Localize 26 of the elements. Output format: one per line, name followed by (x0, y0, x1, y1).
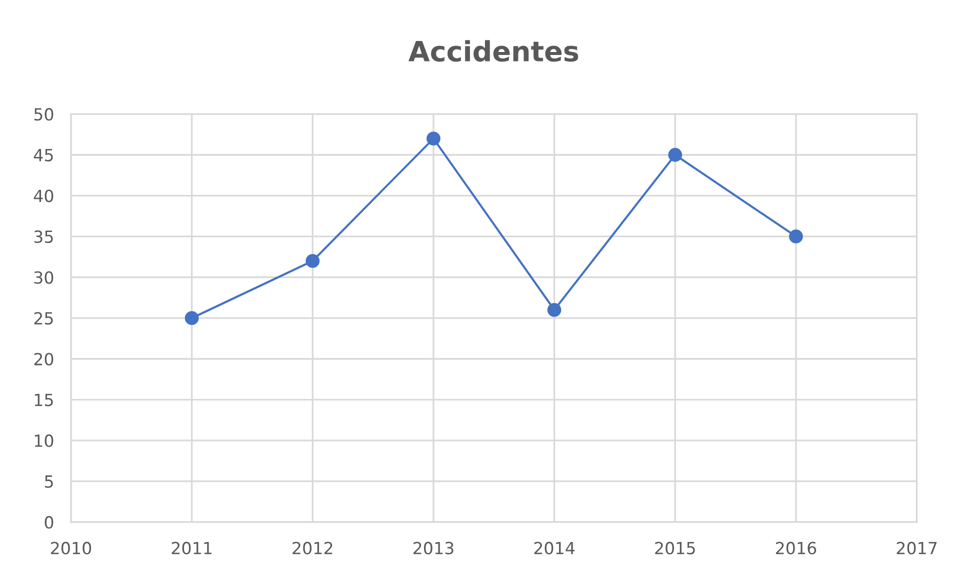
point (547, 302, 562, 317)
x-tick-label: 2010 (50, 542, 92, 554)
y-tick-label: 0 (44, 516, 54, 529)
y-tick-label: 25 (34, 312, 53, 325)
x-tick-label: 2012 (292, 542, 332, 554)
x-tick-label: 2017 (896, 542, 937, 554)
y-tick-label: 45 (34, 149, 53, 162)
y-tick-label: 35 (34, 230, 53, 244)
point (306, 254, 320, 268)
point (668, 148, 682, 162)
y-tick-label: 40 (34, 190, 54, 202)
x-tick-label: 2013 (413, 542, 454, 554)
x-tick-label: 2015 (655, 542, 695, 554)
y-tick-label: 20 (34, 352, 54, 366)
x-tick-label: 2011 (172, 542, 212, 554)
y-tick-label: 5 (44, 475, 53, 488)
point (184, 311, 199, 326)
point (426, 132, 440, 146)
y-tick-label: 30 (34, 271, 54, 284)
x-tick-label: 2014 (534, 542, 575, 554)
y-tick-label: 10 (34, 434, 54, 448)
x-tick-label: 2016 (776, 542, 816, 554)
y-tick-label: 50 (34, 108, 54, 121)
chart-title: Accidentes (408, 40, 578, 62)
y-tick-label: 15 (34, 394, 53, 406)
point (789, 230, 803, 244)
